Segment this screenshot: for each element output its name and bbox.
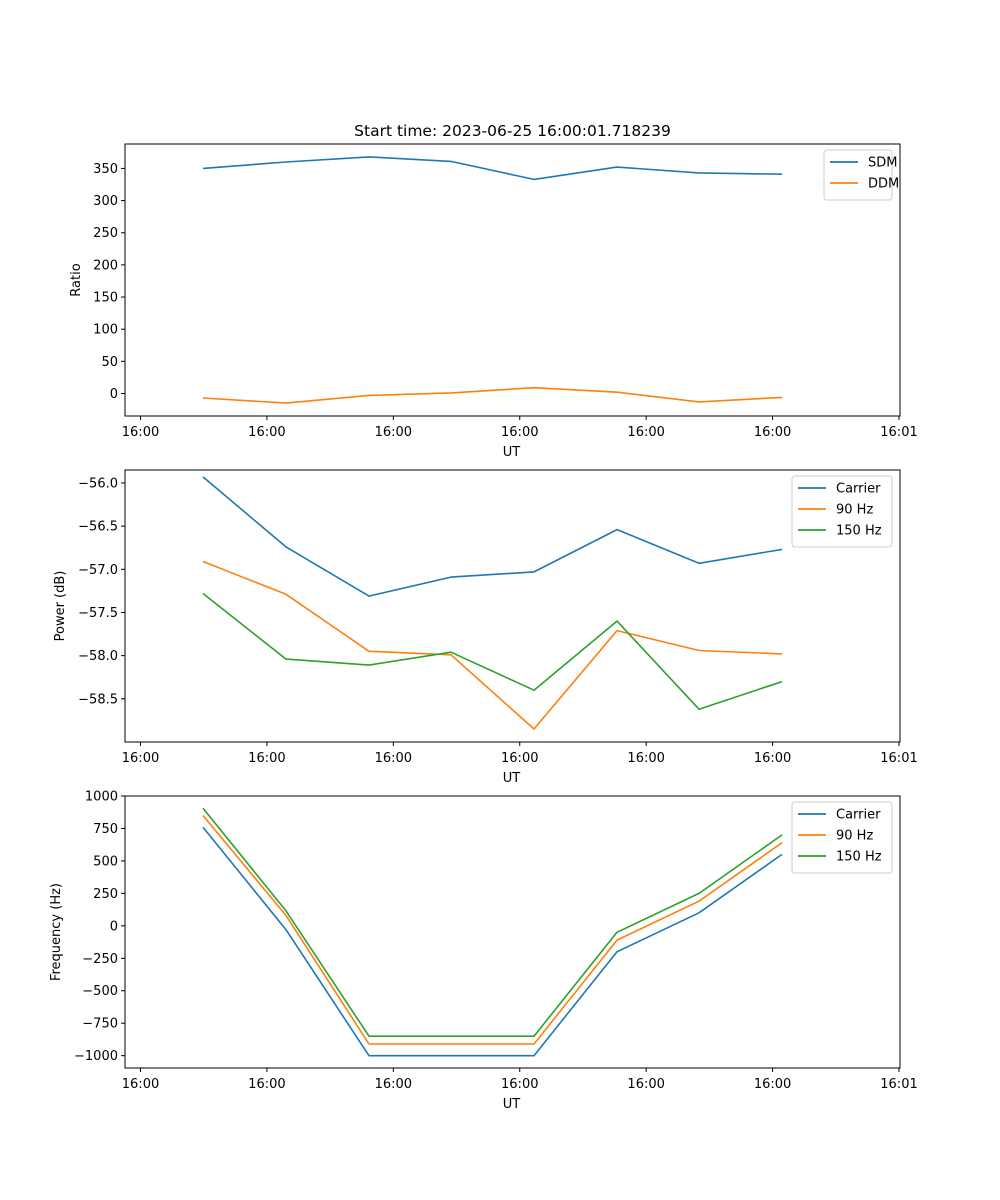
x-axis-label: UT (503, 1097, 521, 1112)
legend-label: SDM (868, 156, 897, 171)
x-tick-label: 16:00 (754, 751, 791, 766)
series-line-ddm (202, 386, 783, 404)
x-tick-label: 16:00 (375, 1077, 412, 1092)
x-tick-label: 16:00 (501, 1077, 538, 1092)
y-tick-label: 250 (93, 887, 118, 902)
y-tick-label: −56.0 (78, 476, 118, 491)
legend-label: Carrier (836, 482, 881, 497)
plot-frame (124, 795, 901, 1069)
x-tick-label: 16:00 (501, 751, 538, 766)
x-tick-label: 16:00 (501, 425, 538, 440)
y-tick-label: −250 (82, 952, 118, 967)
x-tick-label: 16:01 (880, 751, 917, 766)
legend: Carrier 90 Hz 150 Hz (791, 801, 893, 874)
x-tick-label: 16:00 (627, 751, 664, 766)
plot-frame (124, 469, 901, 743)
series-line-90-hz (202, 814, 783, 1045)
y-tick-label: 750 (93, 822, 118, 837)
x-tick-label: 16:00 (248, 425, 285, 440)
legend-label: DDM (868, 177, 899, 192)
legend-label: 90 Hz (836, 503, 873, 518)
x-tick-label: 16:00 (375, 751, 412, 766)
x-tick-label: 16:00 (754, 1077, 791, 1092)
y-tick-label: 300 (93, 194, 118, 209)
y-tick-label: 0 (110, 919, 118, 934)
legend-label: 90 Hz (836, 829, 873, 844)
y-tick-label: −56.5 (78, 520, 118, 535)
y-tick-label: 50 (101, 355, 118, 370)
legend: SDM DDM (823, 149, 899, 201)
y-tick-label: −57.0 (78, 563, 118, 578)
y-tick-label: −58.5 (78, 692, 118, 707)
series-line-carrier (202, 826, 783, 1057)
panels: Start time: 2023-06-25 16:00:01.718239 16… (49, 122, 918, 1112)
y-tick-label: −57.5 (78, 606, 118, 621)
y-tick-label: 200 (93, 258, 118, 273)
y-axis-label: Frequency (Hz) (49, 883, 64, 981)
plot-frame (124, 143, 901, 417)
legend: Carrier 90 Hz 150 Hz (791, 475, 893, 548)
legend-label: 150 Hz (836, 524, 882, 539)
x-tick-label: 16:00 (627, 425, 664, 440)
series-line-carrier (202, 476, 783, 597)
y-tick-label: −750 (82, 1017, 118, 1032)
x-tick-label: 16:00 (122, 425, 159, 440)
y-tick-label: −1000 (74, 1049, 118, 1064)
y-tick-label: 500 (93, 854, 118, 869)
x-tick-label: 16:00 (375, 425, 412, 440)
x-tick-label: 16:00 (754, 425, 791, 440)
y-axis-label: Power (dB) (53, 571, 68, 642)
x-tick-label: 16:00 (122, 1077, 159, 1092)
x-tick-label: 16:01 (880, 1077, 917, 1092)
x-tick-label: 16:01 (880, 425, 917, 440)
series-line-90-hz (202, 560, 783, 730)
y-tick-label: 100 (93, 323, 118, 338)
series-line-150-hz (202, 807, 783, 1037)
y-tick-label: −58.0 (78, 649, 118, 664)
x-axis-label: UT (503, 771, 521, 786)
chart-panel-3: 16:00 16:00 16:00 16:00 16:00 16:00 16:01 UT −10… (49, 790, 918, 1113)
y-axis-label: Ratio (69, 263, 84, 296)
y-tick-label: 350 (93, 162, 118, 177)
x-axis-label: UT (503, 445, 521, 460)
series-line-150-hz (202, 592, 783, 711)
series-line-sdm (202, 156, 783, 181)
chart-panel-1: Start time: 2023-06-25 16:00:01.718239 16… (69, 122, 918, 460)
legend-label: Carrier (836, 808, 881, 823)
chart-title: Start time: 2023-06-25 16:00:01.718239 (354, 122, 671, 140)
x-tick-label: 16:00 (627, 1077, 664, 1092)
y-tick-label: 0 (110, 387, 118, 402)
y-tick-label: 1000 (85, 790, 118, 805)
legend-label: 150 Hz (836, 850, 882, 865)
chart-panel-2: 16:00 16:00 16:00 16:00 16:00 16:00 16:01 UT −58… (53, 469, 918, 786)
x-tick-label: 16:00 (248, 1077, 285, 1092)
x-tick-label: 16:00 (122, 751, 159, 766)
y-tick-label: 250 (93, 226, 118, 241)
y-tick-label: −500 (82, 984, 118, 999)
x-tick-label: 16:00 (248, 751, 285, 766)
y-tick-label: 150 (93, 291, 118, 306)
